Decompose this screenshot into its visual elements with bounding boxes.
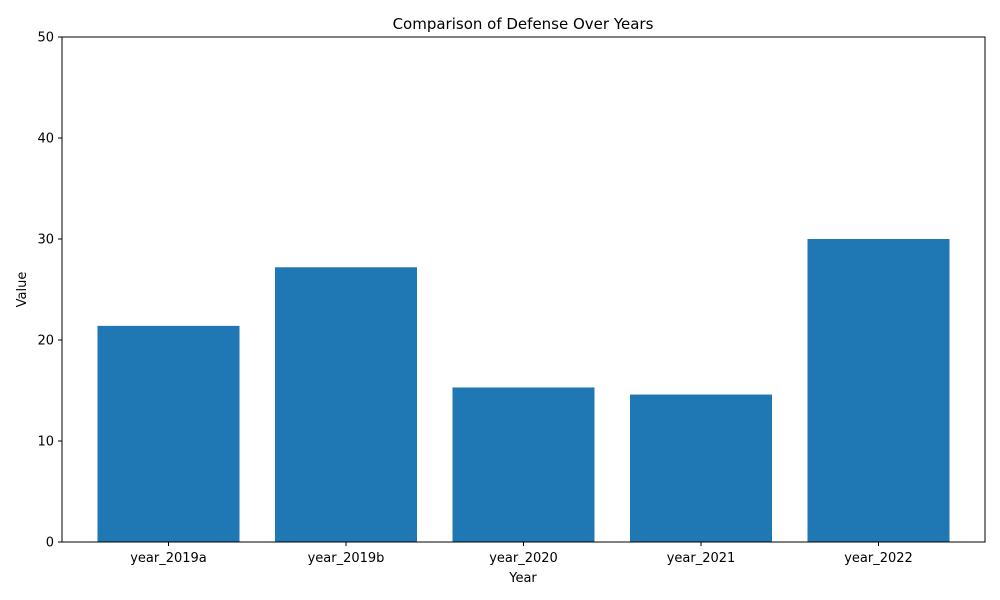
bar-year_2019b [275,267,417,542]
y-tick-label: 40 [37,132,54,147]
y-axis-label: Value [15,272,30,308]
x-tick-label: year_2021 [667,551,736,566]
y-tick-label: 0 [46,536,54,551]
y-tick-label: 10 [37,435,54,450]
bars-group [97,239,950,542]
x-axis-label: Year [508,571,537,586]
x-tick-label: year_2019b [308,551,385,566]
x-tick-label: year_2020 [489,551,558,566]
bar-year_2019a [97,325,240,542]
bar-year_2021 [630,394,772,542]
y-tick-label: 20 [37,334,54,349]
x-tick-label: year_2019a [130,551,207,566]
y-tick-label: 50 [37,31,54,46]
plot-frame [61,36,986,543]
y-axis: 0 10 20 30 40 50 [37,31,62,551]
bar-year_2020 [452,387,595,542]
y-tick-label: 30 [37,233,54,248]
x-tick-label: year_2022 [844,551,913,566]
bar-year_2022 [807,239,950,542]
x-axis: year_2019a year_2019b year_2020 year_2021 ye… [130,542,913,566]
chart-title: Comparison of Defense Over Years [393,15,654,33]
